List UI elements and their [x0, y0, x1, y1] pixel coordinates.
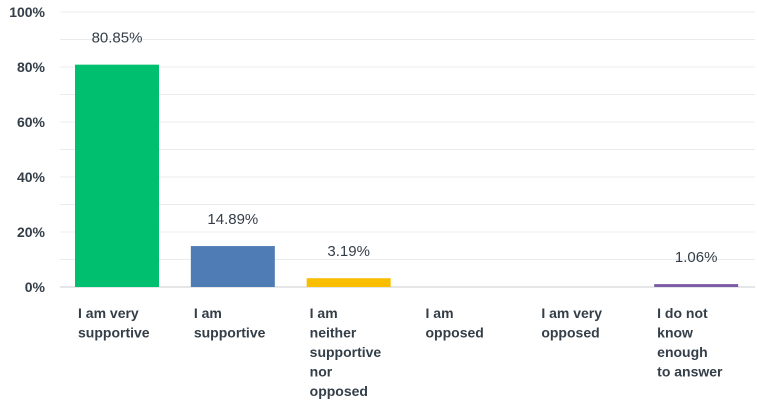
y-tick-label: 40%: [17, 169, 46, 185]
y-tick-label: 80%: [17, 59, 46, 75]
y-tick-label: 100%: [9, 4, 45, 20]
category-label: I am neither supportive nor opposed: [310, 305, 382, 399]
category-label: I am very opposed: [541, 305, 602, 341]
y-tick-label: 0%: [25, 279, 46, 295]
data-label: 14.89%: [207, 211, 258, 228]
category-labels: I am very supportive I am supportive I am nei…: [78, 305, 723, 399]
bar: [75, 64, 159, 287]
data-label: 3.19%: [327, 243, 370, 260]
gridlines: [60, 11, 755, 288]
bar: [190, 246, 275, 287]
y-tick-label: 20%: [17, 224, 46, 240]
category-label: I do not know enough to answer: [657, 305, 723, 380]
data-label: 80.85%: [92, 30, 143, 47]
bars: [75, 64, 739, 287]
y-axis-tick-labels: 0% 20% 40% 60% 80% 100%: [9, 4, 45, 295]
category-label: I am very supportive: [78, 305, 150, 341]
category-label: I am supportive: [194, 305, 266, 341]
bar: [654, 284, 739, 287]
data-label: 1.06%: [675, 249, 718, 266]
y-tick-label: 60%: [17, 114, 46, 130]
data-labels: 80.85% 14.89% 3.19% 1.06%: [92, 30, 718, 266]
category-label: I am opposed: [426, 305, 484, 341]
bar: [306, 278, 391, 287]
